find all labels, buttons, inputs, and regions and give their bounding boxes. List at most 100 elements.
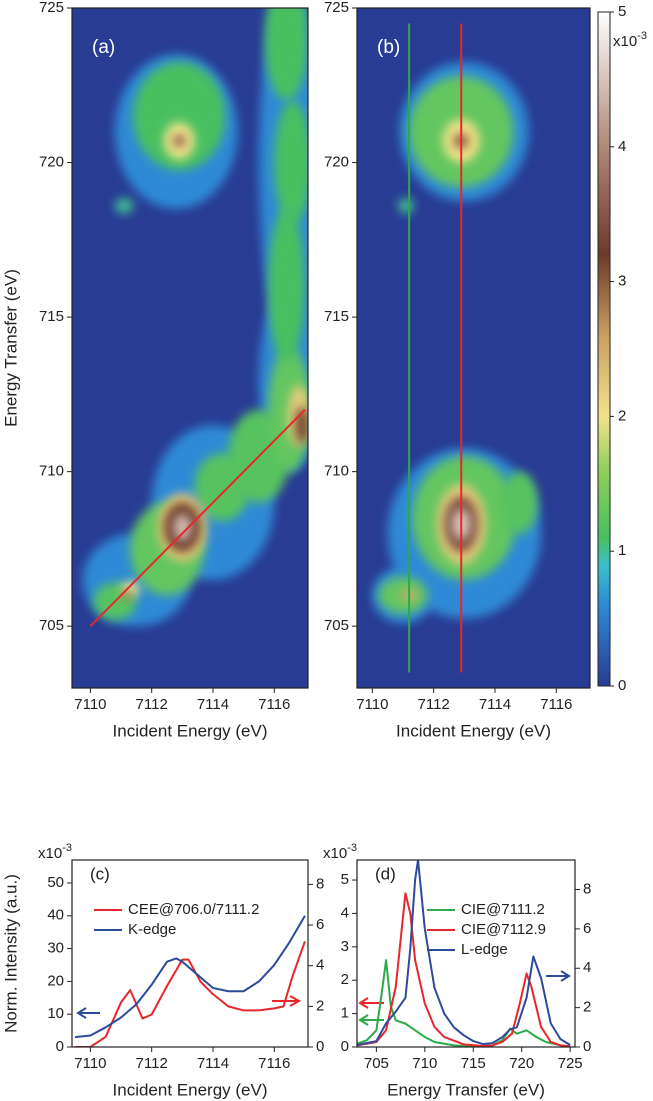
panel-label: (c): [90, 864, 110, 883]
data-line: [357, 860, 571, 1047]
x-tick-label: 720: [509, 1055, 534, 1072]
intensity-region: [501, 471, 538, 534]
intensity-region: [265, 8, 308, 101]
panel-label: (b): [377, 37, 400, 58]
y-axis-label: Norm. Intensity (a.u.): [1, 874, 20, 1033]
y-tick-label: 4: [341, 904, 349, 921]
y-tick-label: 0: [56, 1038, 64, 1055]
y2-tick-label: 0: [316, 1038, 324, 1055]
axis-arrow: [358, 1014, 384, 1026]
multiplier: x10-3: [613, 30, 647, 50]
intensity-region: [114, 198, 134, 214]
plot-area: [357, 8, 590, 688]
y-tick-label: 710: [39, 463, 64, 480]
y2-tick-label: 2: [583, 999, 591, 1016]
x-tick-label: 7110: [74, 696, 106, 713]
colorbar-tick-label: 2: [618, 407, 626, 424]
axis-arrow: [546, 970, 571, 982]
colorbar-tick-label: 3: [618, 273, 626, 290]
y2-tick-label: 8: [316, 875, 324, 892]
multiplier-exp: -3: [62, 842, 72, 854]
y-tick-label: 1: [341, 1005, 349, 1022]
y-tick-label: 715: [39, 308, 64, 325]
intensity-region: [173, 134, 186, 148]
data-line: [74, 915, 306, 1039]
y2-tick-label: 4: [583, 959, 591, 976]
plot-area: [357, 860, 571, 1047]
y2-tick-label: 2: [316, 997, 324, 1014]
legend-label: CIE@7111.2: [461, 901, 545, 918]
colorbar-tick-label: 5: [618, 3, 626, 20]
plot-frame: [356, 859, 576, 1048]
y-tick-label: 10: [47, 1005, 64, 1022]
plot-area: [72, 8, 308, 688]
y-tick-label: 30: [47, 940, 64, 957]
multiplier-base: x10: [613, 33, 637, 50]
y-tick-label: 3: [341, 938, 349, 955]
x-tick-label: 7110: [74, 1055, 106, 1072]
y-tick-label: 725: [324, 0, 349, 16]
plot-area: [74, 915, 306, 1047]
x-tick-label: 710: [412, 1055, 437, 1072]
intensity-region: [122, 590, 132, 600]
x-tick-label: 7112: [418, 696, 450, 713]
x-tick-label: 7114: [197, 1055, 229, 1072]
multiplier-base: x10: [38, 845, 62, 862]
y-tick-label: 720: [324, 154, 349, 171]
x-axis-label: Energy Transfer (eV): [387, 1080, 545, 1099]
multiplier-exp: -3: [637, 30, 647, 42]
colorbar-tick-label: 0: [618, 677, 626, 694]
intensity-region: [274, 100, 308, 225]
panel-label: (a): [92, 37, 115, 58]
legend-label: L-edge: [461, 941, 508, 958]
intensity-region: [268, 208, 305, 364]
y-tick-label: 705: [324, 617, 349, 634]
axis-arrow: [76, 1007, 100, 1019]
y2-tick-label: 6: [316, 916, 324, 933]
y-tick-label: 50: [47, 874, 64, 891]
y2-tick-label: 8: [583, 880, 591, 897]
y-tick-label: 710: [324, 463, 349, 480]
x-tick-label: 7112: [136, 1055, 168, 1072]
x-tick-label: 7114: [479, 696, 511, 713]
colorbar-tick-label: 1: [618, 542, 626, 559]
cut-line: [89, 409, 306, 627]
multiplier: x10-3: [323, 842, 357, 862]
data-line: [357, 959, 571, 1047]
x-axis-label: Incident Energy (eV): [113, 721, 268, 740]
x-tick-label: 7112: [136, 696, 168, 713]
x-tick-label: 7116: [258, 1055, 290, 1072]
y-tick-label: 705: [39, 617, 64, 634]
multiplier-base: x10: [323, 845, 347, 862]
plot-frame: [71, 859, 309, 1048]
plot-frame: [71, 7, 309, 689]
y-tick-label: 2: [341, 971, 349, 988]
colorbar: [597, 11, 611, 687]
x-axis-label: Incident Energy (eV): [113, 1080, 268, 1099]
x-tick-label: 715: [461, 1055, 486, 1072]
data-line: [75, 940, 306, 1047]
multiplier: x10-3: [38, 842, 72, 862]
plot-frame: [356, 7, 591, 689]
multiplier-exp: -3: [347, 842, 357, 854]
legend-label: K-edge: [128, 921, 176, 938]
intensity-region: [173, 513, 192, 542]
intensity-region: [398, 198, 414, 214]
x-tick-label: 7110: [356, 696, 388, 713]
colorbar-tick-label: 4: [618, 138, 626, 155]
x-tick-label: 725: [558, 1055, 583, 1072]
legend-label: CIE@7112.9: [461, 921, 546, 938]
y-axis-label: Energy Transfer (eV): [1, 269, 20, 427]
y-tick-label: 715: [324, 308, 349, 325]
x-tick-label: 705: [364, 1055, 389, 1072]
y-tick-label: 720: [39, 154, 64, 171]
x-tick-label: 7116: [258, 696, 290, 713]
intensity-region: [133, 62, 226, 171]
x-tick-label: 7116: [540, 696, 572, 713]
y-tick-label: 40: [47, 907, 64, 924]
y-tick-label: 0: [341, 1038, 349, 1055]
y2-tick-label: 6: [583, 920, 591, 937]
y-tick-label: 5: [341, 871, 349, 888]
